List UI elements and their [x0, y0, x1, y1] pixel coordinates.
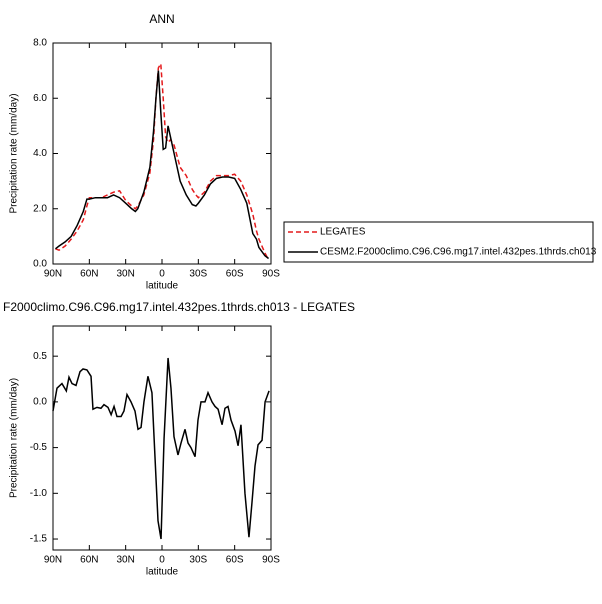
x-tick-label: 30N — [116, 555, 134, 566]
plot-frame — [52, 325, 272, 551]
plot-frame — [52, 42, 272, 265]
x-tick-label: 60S — [226, 269, 244, 280]
y-tick-label: -1.5 — [30, 534, 48, 545]
x-tick-label: 60S — [226, 555, 244, 566]
x-tick-label: 90S — [262, 555, 280, 566]
y-axis-label: Precipitation rate (mm/day) — [9, 378, 20, 498]
x-tick-label: 0 — [159, 269, 165, 280]
y-tick-label: -0.5 — [30, 442, 48, 453]
data-line — [52, 357, 270, 540]
chart-title: ANN — [149, 12, 174, 26]
x-tick-label: 30S — [189, 555, 207, 566]
y-tick-label: 0.0 — [33, 397, 47, 408]
y-tick-label: 8.0 — [33, 38, 47, 49]
y-tick-label: 2.0 — [33, 203, 47, 214]
x-tick-label: 30N — [116, 269, 134, 280]
y-tick-label: 0.0 — [33, 259, 47, 270]
chart-title: F2000climo.C96.C96.mg17.intel.432pes.1th… — [3, 300, 355, 314]
y-axis-label: Precipitation rate (mm/day) — [9, 93, 20, 213]
x-axis-label: latitude — [146, 567, 179, 578]
x-tick-label: 90N — [44, 269, 62, 280]
x-tick-label: 0 — [159, 555, 165, 566]
y-tick-label: 4.0 — [33, 148, 47, 159]
legend-box — [283, 221, 594, 263]
x-axis-label: latitude — [146, 281, 179, 292]
y-tick-label: 0.5 — [33, 351, 47, 362]
data-line — [55, 61, 270, 261]
y-tick-label: 6.0 — [33, 93, 47, 104]
x-tick-label: 60N — [80, 269, 98, 280]
y-tick-label: -1.0 — [30, 488, 48, 499]
x-tick-label: 90N — [44, 555, 62, 566]
x-tick-label: 60N — [80, 555, 98, 566]
legend-label: CESM2.F2000climo.C96.C96.mg17.intel.432p… — [320, 247, 597, 258]
x-tick-label: 90S — [262, 269, 280, 280]
legend-label: LEGATES — [320, 227, 366, 238]
data-line — [54, 70, 270, 260]
x-tick-label: 30S — [189, 269, 207, 280]
